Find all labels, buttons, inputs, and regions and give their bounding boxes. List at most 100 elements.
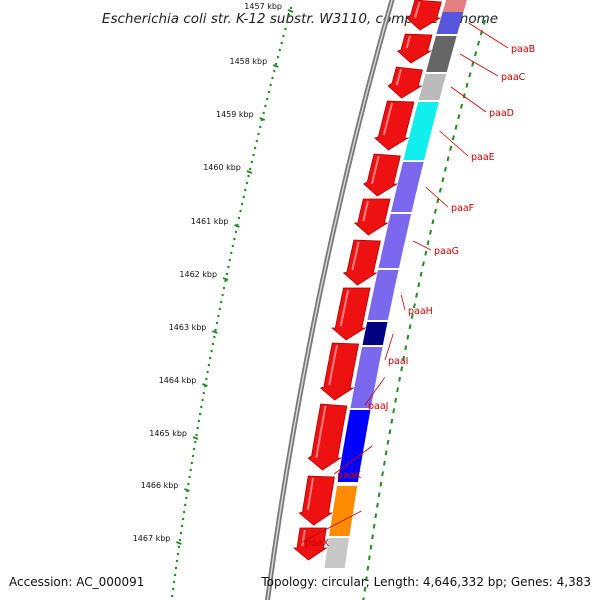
scale-dash [482,19,487,25]
scale-dot [172,580,176,584]
reverse-gene-partial[interactable] [442,0,467,12]
forward-gene-highlight [315,405,327,459]
scale-dash [436,198,440,204]
gene-label-paaG[interactable]: paaG [434,246,459,257]
scale-dot [194,440,197,444]
scale-dot [271,76,274,80]
scale-dash [379,481,383,487]
scale-dash [410,313,414,319]
scale-dash [441,177,445,183]
reverse-gene-paaC[interactable] [426,36,457,72]
leader-paaH [400,294,406,311]
reverse-gene-paaH[interactable] [367,270,399,320]
forward-gene-arrow[interactable] [387,66,424,99]
scale-dash [371,534,374,540]
scale-dot [181,517,185,521]
scale-dot [262,111,265,115]
reverse-gene-paaG[interactable] [378,214,412,268]
reverse-gene-paaD[interactable] [418,74,447,100]
scale-dash [454,124,458,130]
scale-dot [190,461,193,465]
gene-label-paaJ[interactable]: paaJ [368,401,388,412]
scale-dot [202,391,205,395]
scale-dot [175,559,179,563]
scale-dot [240,202,244,206]
forward-gene-highlight [405,35,411,49]
reverse-gene-paaF[interactable] [391,162,424,212]
kbp-tick-marks: 1457 kbp 1458 kbp 1459 kbp 1460 kbp 1461 kbp… [133,2,294,545]
scale-dot [242,195,245,199]
genome-summary-text: Topology: circular; Length: 4,646,332 bp… [260,575,591,589]
forward-gene-highlight [301,529,306,547]
scale-dash [406,334,410,340]
forward-gene-arrow[interactable] [331,287,371,341]
scale-dot [245,181,249,185]
scale-dash [417,282,421,288]
scale-dot [178,538,182,542]
scale-dot [200,405,203,409]
green-dashed-scale [362,19,487,600]
scale-dot [177,545,181,549]
forward-gene-arrow[interactable] [298,475,335,526]
forward-gene-arrow[interactable] [319,342,360,401]
scale-dot [206,370,209,374]
gene-label-paaI[interactable]: paaI [388,356,408,367]
gene-label-paaB[interactable]: paaB [511,44,535,55]
gene-label-paaF[interactable]: paaF [451,203,474,214]
gene-label-paaH[interactable]: paaH [408,306,433,317]
forward-strand-genes [292,0,442,561]
scale-dot [224,279,227,283]
scale-dot [215,321,219,325]
reverse-gene-paaJ[interactable] [350,347,383,408]
forward-gene-arrow[interactable] [406,0,442,31]
gene-label-paaE[interactable]: paaE [471,152,495,163]
scale-dot [286,20,289,24]
leader-paaG [413,240,432,251]
gene-label-paaC[interactable]: paaC [501,72,526,83]
forward-gene-arrow[interactable] [353,198,391,236]
gene-label-paaX[interactable]: paaX [305,538,330,549]
kbp-label: 1463 kbp [169,323,207,332]
scale-dot [176,552,180,556]
scale-dash [381,471,384,477]
scale-dash [457,114,461,120]
scale-dot [221,293,224,297]
reverse-gene-paaB[interactable] [436,12,464,34]
reverse-gene-paaX[interactable] [329,486,358,536]
forward-gene-arrow[interactable] [342,239,381,286]
scale-dot [172,587,175,591]
kbp-label: 1462 kbp [179,270,217,279]
forward-gene-arrow[interactable] [292,527,328,561]
forward-gene-arrow[interactable] [307,403,348,471]
scale-dot [259,125,262,129]
backbone-highlight [266,0,393,600]
kbp-tick [246,170,253,174]
gene-label-paaK[interactable]: paaK [337,470,362,481]
reverse-gene-paaK[interactable] [337,410,371,482]
kbp-tick [287,9,294,13]
kbp-label: 1466 kbp [141,481,179,490]
forward-gene-arrow[interactable] [396,33,433,64]
kbp-label: 1457 kbp [244,2,282,11]
forward-gene-highlight [362,200,369,222]
forward-gene-arrow[interactable] [363,153,401,197]
scale-dash [424,250,428,256]
reverse-gene-paaI[interactable] [362,322,388,345]
scale-dot [171,594,174,598]
scale-dot [173,573,177,577]
map-title: Escherichia coli str. K-12 substr. W3110… [102,11,498,27]
forward-gene-arrow[interactable] [374,100,415,151]
scale-dash [408,324,412,330]
scale-dot [184,503,187,507]
gene-labels[interactable]: paaB paaC paaD paaE paaF paaG paaH paaI paaJ paaK… [305,44,535,549]
scale-dot [174,566,178,570]
scale-dot [284,27,287,31]
leader-paaJ [364,377,386,406]
scale-dot [218,307,221,311]
scale-dot [237,216,241,220]
reverse-gene-unlabeled[interactable] [324,538,350,568]
reverse-gene-paaE[interactable] [403,102,439,160]
gene-label-paaD[interactable]: paaD [489,108,514,119]
scale-dash [398,376,401,382]
kbp-tick [259,117,266,121]
